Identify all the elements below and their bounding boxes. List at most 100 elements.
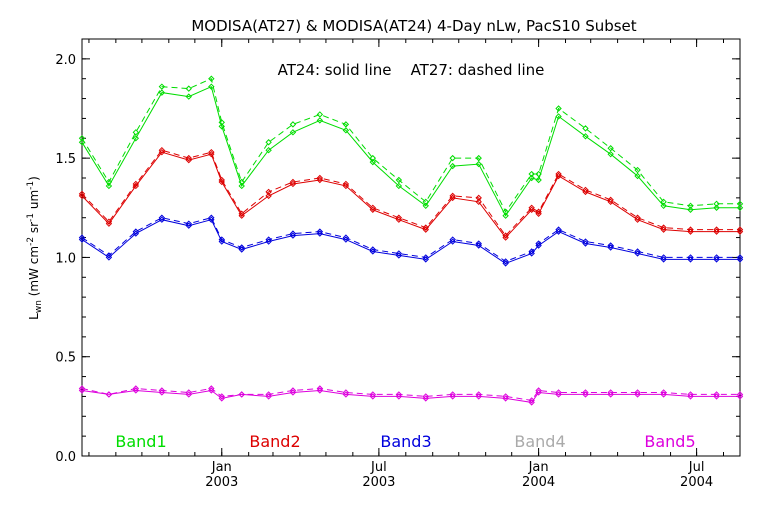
band1-dashed-point [736,200,744,208]
band5-dashed-point [105,391,113,398]
band2-dashed-line [81,149,740,237]
band2-dashed-point [422,224,429,231]
band2-solid-point [660,226,667,233]
band5-dashed-point [634,389,641,396]
band5-dashed-point [475,391,482,398]
band2-dashed-point [555,170,562,178]
band5-dashed-point [342,389,350,396]
band5-solid-point [502,395,509,402]
band2-solid-point [634,216,641,223]
band5-solid-point [555,391,562,398]
band5-dashed-point [449,391,456,398]
band1-solid-point [158,89,166,96]
band2-solid-line [81,151,740,239]
band3-dashed-point [132,228,140,235]
band3-dashed-point [687,254,694,261]
band5-dashed-point [185,389,192,396]
band3-dashed-point [475,240,482,247]
band3-solid-point [660,256,667,263]
band5-solid-point [607,391,614,398]
band5-dashed-point [535,387,542,394]
band3-solid-point [105,254,113,261]
band1-dashed-point [713,200,720,208]
band1-dashed-point [607,145,614,152]
band3-solid-point [395,252,403,259]
band5-dashed-line [81,387,740,401]
band3-solid-point [369,248,377,255]
band3-dashed-point [265,236,272,243]
band3-dashed-point [369,246,377,253]
band5-dashed-point [289,387,297,394]
band2-dashed-point [78,190,86,198]
band1-solid-point [555,113,562,120]
band2-dashed-point [265,188,272,196]
band2-dashed-point [634,214,641,221]
y-tick-label: 1.0 [55,251,76,266]
band5-solid-point [687,393,694,400]
band2-dashed-point [736,226,744,233]
band2-dashed-point [713,226,720,233]
band3-dashed-point [158,214,166,221]
band2-solid-point [607,198,614,206]
y-axis-label: Lwn (mW cm-2 sr-1 um-1) [26,176,44,320]
band3-dashed-point [289,230,297,237]
plot-frame [81,38,741,457]
y-label-sup1: -2 [26,237,36,246]
band1-solid-point [449,162,456,170]
band2-dashed-point [238,210,245,217]
band3-solid-point [289,232,297,239]
band5-dashed-point [218,393,225,400]
band5-solid-point [535,389,542,396]
band2-solid-point [158,148,166,156]
y-label-sup3: -1 [26,181,36,190]
band3-dashed-point [422,254,429,261]
band3-solid-point [634,250,641,257]
x-tick-year: 2003 [362,475,395,490]
band1-dashed-point [449,154,456,162]
band3-dashed-point [185,220,192,227]
band3-dashed-point [78,234,86,241]
band1-solid-point [289,129,297,136]
band1-dashed-point [238,178,245,186]
band3-dashed-point [105,252,113,259]
band1-dashed-line [81,78,740,213]
band1-dashed-point [528,170,535,178]
y-label-main: L [27,313,41,320]
band5-dashed-point [582,389,589,396]
band2-dashed-point [660,224,667,231]
band2-dashed-point [342,180,350,188]
band2-dashed-point [208,148,215,156]
y-axis-ticks: 0.0 0.5 1.0 1.5 2.0 [55,38,740,465]
band5-dashed-point [132,385,140,392]
band5-dashed-point [660,389,667,396]
band3-dashed-point [634,248,641,255]
band1-dashed-point [475,154,482,162]
band1-solid-point [342,127,350,134]
band5-dashed-point [238,391,245,398]
band1-dashed-point [132,129,140,136]
band3-dashed-point [713,254,720,261]
band5-solid-point [422,395,429,402]
band1-solid-point [265,146,272,154]
band5-dashed-point [713,391,720,398]
band3-dashed-point [555,226,562,233]
band5-solid-point [185,391,192,398]
band1-dashed-point [395,176,403,184]
legend-band2: Band2 [249,432,300,451]
band3-solid-point [582,240,589,247]
band1-solid-point [132,135,140,142]
band1-dashed-point [535,170,542,178]
band3-solid-point [555,228,562,235]
band3-dashed-point [208,214,215,221]
band1-solid-point [535,176,542,184]
band2-solid-point [502,234,509,241]
x-tick-month: Jan [528,460,549,475]
band3-dashed-point [582,238,589,245]
band5-solid-point [78,387,86,394]
band2-dashed-point [687,226,694,233]
band1-dashed-point [78,135,86,142]
band3-dashed-point [502,258,509,265]
legend-band5: Band5 [644,432,695,451]
y-label-mid: sr [27,222,41,237]
